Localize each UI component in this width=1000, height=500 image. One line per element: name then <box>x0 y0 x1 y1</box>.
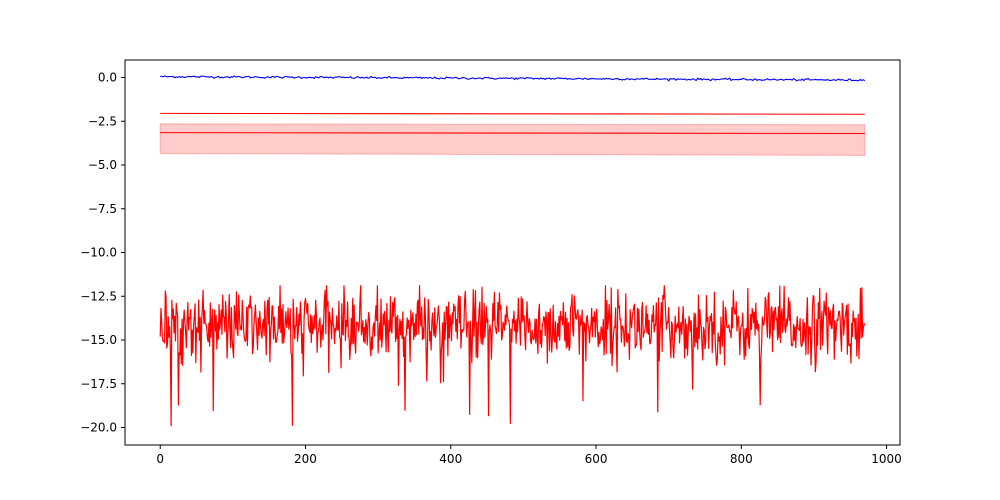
x-tick-label: 0 <box>156 452 164 466</box>
series-line-4 <box>159 285 866 427</box>
y-tick-label: −5.0 <box>88 158 117 172</box>
y-tick-label: −10.0 <box>80 246 117 260</box>
band-area <box>159 123 866 156</box>
plot-background <box>125 60 900 445</box>
x-tick-label: 800 <box>730 452 753 466</box>
x-tick-label: 200 <box>294 452 317 466</box>
y-tick-label: −17.5 <box>80 377 117 391</box>
series-lines <box>159 75 866 427</box>
series-line-3 <box>160 132 865 135</box>
x-tick-label: 600 <box>585 452 608 466</box>
y-tick-label: −15.0 <box>80 333 117 347</box>
series-line-1 <box>160 75 866 82</box>
y-tick-label: 0.0 <box>98 71 117 85</box>
series-line-2 <box>160 112 865 115</box>
x-tick-label: 1000 <box>871 452 902 466</box>
x-tick-label: 400 <box>439 452 462 466</box>
confidence-band <box>159 123 866 156</box>
y-tick-label: −20.0 <box>80 421 117 435</box>
y-tick-label: −2.5 <box>88 114 117 128</box>
y-tick-label: −7.5 <box>88 202 117 216</box>
y-tick-label: −12.5 <box>80 289 117 303</box>
y-axis: 0.0 −2.5 −5.0 −7.5 −10.0 −12.5 −15.0 −17.5 −20.0 <box>80 71 125 435</box>
x-axis: 0 200 400 600 800 1000 <box>156 445 902 466</box>
